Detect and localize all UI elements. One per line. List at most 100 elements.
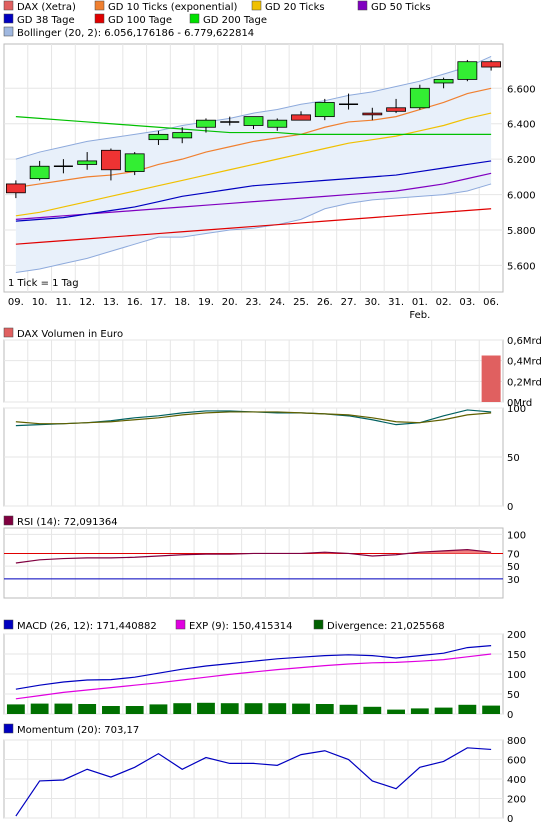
macd-line-0 (15, 645, 492, 690)
volume-y-tick: 0,6Mrd (507, 336, 542, 347)
candle-body (409, 87, 430, 109)
price-y-tick: 6.200 (507, 155, 536, 166)
legend-label: GD 100 Tage (108, 15, 172, 26)
rsi-panel (3, 527, 504, 599)
momentum-y-tick: 0 (507, 814, 513, 825)
candle-body (5, 183, 26, 194)
divergence-bar (78, 704, 97, 714)
candle-body (386, 107, 406, 112)
x-tick-label: 12. (79, 297, 95, 308)
legend-swatch (3, 0, 14, 11)
legend-swatch (3, 723, 14, 734)
legend-label: GD 200 Tage (203, 15, 267, 26)
x-tick-label: 06. (483, 297, 499, 308)
rsi-y-tick: 70 (507, 549, 520, 560)
x-tick-label: 25. (293, 297, 309, 308)
legend-label: GD 20 Ticks (265, 2, 325, 13)
candle-body (77, 160, 98, 165)
macd-y-tick: 100 (507, 670, 526, 681)
macd-y-tick: 50 (507, 690, 520, 701)
divergence-bar (54, 703, 73, 714)
momentum-y-tick: 800 (507, 736, 526, 747)
legend-label: Momentum (20): 703,17 (17, 725, 139, 736)
ma-line-1 (15, 112, 492, 217)
rsi-y-tick: 100 (507, 530, 526, 541)
legend-label: Bollinger (20, 2): 6.056,176186 - 6.779,… (17, 28, 254, 39)
stochastic-y-tick: 100 (507, 404, 526, 415)
divergence-bar (125, 706, 144, 714)
candle-body (172, 132, 193, 139)
candle-body (267, 119, 288, 128)
candle-body (196, 119, 216, 128)
candle-body (291, 114, 311, 121)
candle-body (29, 165, 50, 180)
macd-y-tick: 200 (507, 630, 526, 641)
divergence-bar (434, 707, 453, 714)
legend-swatch (3, 26, 14, 37)
divergence-bar (315, 704, 334, 714)
legend-label: EXP (9): 150,415314 (189, 621, 293, 632)
momentum-y-tick: 400 (507, 775, 526, 786)
x-tick-label: 26. (317, 297, 333, 308)
x-tick-label: 03. (459, 297, 475, 308)
price-y-tick: 6.400 (507, 120, 536, 131)
candle-body (101, 149, 121, 171)
ma-line-5 (15, 116, 492, 135)
x-tick-label: 19. (198, 297, 214, 308)
macd-line-1 (15, 653, 492, 700)
legend-swatch (3, 515, 14, 526)
x-tick-label: 30. (364, 297, 380, 308)
legend-swatch (3, 619, 14, 630)
x-tick-label: 17. (150, 297, 166, 308)
divergence-bar (268, 703, 287, 714)
legend-swatch (175, 619, 186, 630)
bollinger-upper-line (15, 55, 492, 160)
ma-line-3 (15, 160, 492, 222)
stochastic-line-1 (15, 411, 492, 425)
divergence-bar (30, 703, 49, 714)
candle-body (243, 116, 264, 126)
momentum-y-tick: 200 (507, 795, 526, 806)
x-tick-label: 23. (246, 297, 262, 308)
divergence-bar (482, 705, 501, 714)
volume-y-tick: 0,2Mrd (507, 377, 542, 388)
legend-label: GD 38 Tage (17, 15, 75, 26)
legend-label: DAX (Xetra) (17, 2, 76, 13)
divergence-bar (6, 704, 25, 714)
rsi-line (15, 549, 492, 564)
legend-swatch (189, 13, 200, 24)
legend-swatch (313, 619, 324, 630)
macd-y-tick: 0 (507, 710, 513, 721)
x-tick-label: 01. (412, 297, 428, 308)
divergence-bar (149, 704, 168, 714)
rsi-overbought-fill (15, 549, 492, 554)
legend-swatch (94, 13, 105, 24)
x-tick-label: 11. (55, 297, 71, 308)
legend-swatch (357, 0, 368, 11)
x-tick-label: 10. (32, 297, 48, 308)
volume-y-tick: 0,4Mrd (507, 357, 542, 368)
stochastic-y-tick: 0 (507, 502, 513, 513)
candle-body (314, 102, 335, 118)
legend-swatch (3, 327, 14, 338)
price-y-tick: 5.800 (507, 226, 536, 237)
legend-swatch (94, 0, 105, 11)
bollinger-lower-line (15, 183, 492, 274)
candle-body (481, 61, 502, 68)
x-tick-label: 16. (127, 297, 143, 308)
price-y-tick: 6.000 (507, 191, 536, 202)
candle-body (457, 61, 478, 80)
ma-line-0 (15, 87, 492, 189)
volume-y-tick: 0Mrd (507, 398, 532, 409)
legend-label: GD 50 Ticks (371, 2, 431, 13)
macd-y-tick: 150 (507, 650, 526, 661)
legend-label: Divergence: 21,025568 (327, 621, 445, 632)
divergence-bar (339, 704, 358, 714)
candle-body (362, 112, 383, 116)
divergence-bar (458, 704, 477, 714)
x-tick-label: 02. (436, 297, 452, 308)
x-month-label: Feb. (409, 310, 430, 321)
legend-swatch (3, 13, 14, 24)
candle-body (433, 79, 454, 84)
momentum-line (15, 747, 492, 817)
